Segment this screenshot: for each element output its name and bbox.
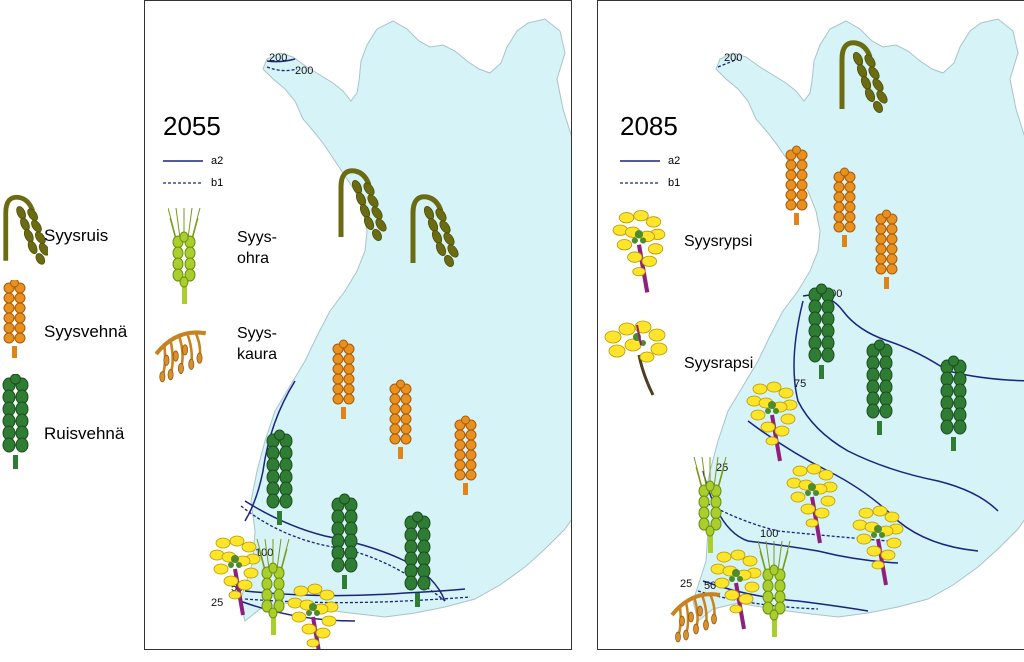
contour-label: 50 [704,580,716,592]
wheat-icon [3,280,26,359]
barley-icon [168,207,201,305]
map-panel-2055: 200 200 100 50 25 2055 a2 b1 Syys- ohra … [144,0,572,650]
land-area [239,18,571,622]
crop-label-rapeseed: Syysrapsi [684,355,754,372]
key-a2-label: a2 [668,155,681,167]
scenario-key [163,160,203,184]
crop-label-oat: Syys- kaura [237,325,278,363]
contour-lines [702,294,1024,612]
map-panel-2085: 200 100 75 25 100 50 25 2085 a2 b1 Syysr… [597,0,1024,650]
contour-label: 200 [295,65,313,77]
key-b1-label: b1 [668,177,681,189]
rapeseed-icon [603,319,669,397]
legend-label-triticale: Ruisvehnä [44,424,125,443]
finland-map: 200 100 75 25 100 50 25 [670,18,1024,644]
oat-icon [670,592,722,644]
turnip-rape-icon [612,209,668,297]
key-b1-label: b1 [211,177,224,189]
rye-icon [0,190,48,274]
year-label: 2055 [163,111,221,141]
contour-label: 100 [760,528,778,540]
oat-icon [155,323,211,385]
year-label: 2085 [620,111,678,141]
contour-label: 200 [724,52,742,64]
contour-label: 75 [794,378,806,390]
crop-label-turnip-rape: Syysrypsi [684,233,753,250]
outer-legend: Syysruis Syysvehnä Ruisvehnä [0,0,140,662]
legend-label-rye: Syysruis [44,226,109,245]
key-a2-label: a2 [211,155,224,167]
contour-label: 200 [269,52,287,64]
turnip-rape-icon [286,582,340,649]
contour-label: 25 [680,578,692,590]
scenario-key [620,160,660,184]
finland-map: 200 200 100 50 25 [208,18,571,649]
triticale-icon [2,374,29,470]
land-area [692,18,1024,622]
contour-label: 25 [211,597,223,609]
legend-label-wheat: Syysvehnä [44,322,128,341]
crop-label-barley: Syys- ohra [237,229,277,267]
contour-label: 25 [716,462,728,474]
